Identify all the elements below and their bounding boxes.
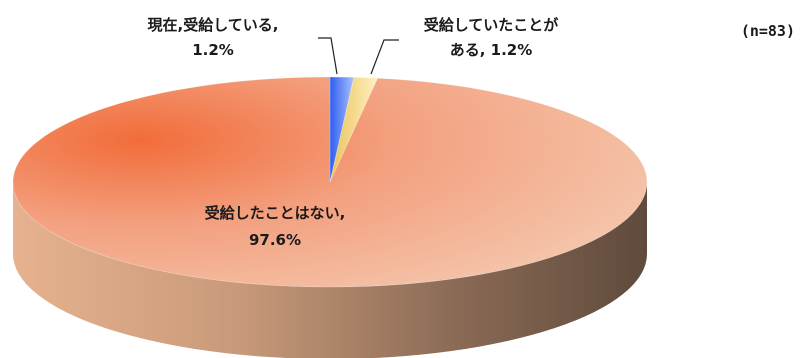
slice-label-never-line2: 97.6% bbox=[249, 231, 301, 249]
slice-label-current-line1: 現在,受給している, bbox=[148, 16, 279, 34]
leader-line-current bbox=[318, 37, 338, 75]
pie-slice-past bbox=[329, 76, 379, 183]
pie-top-face bbox=[12, 76, 648, 288]
sample-size-note: (n=83) bbox=[740, 22, 795, 40]
pie-side-wall bbox=[13, 182, 647, 358]
slice-label-past-line2: ある, 1.2% bbox=[450, 41, 533, 59]
slice-label-never-line1: 受給したことはない, bbox=[205, 204, 346, 222]
leader-line-past bbox=[370, 39, 399, 75]
pie-slice-current bbox=[329, 76, 355, 183]
slice-label-current-line2: 1.2% bbox=[192, 41, 234, 59]
pie-side-wall-shape bbox=[13, 182, 647, 358]
pie-slice-never bbox=[12, 76, 648, 288]
slice-label-past-line1: 受給していたことが bbox=[424, 16, 560, 34]
